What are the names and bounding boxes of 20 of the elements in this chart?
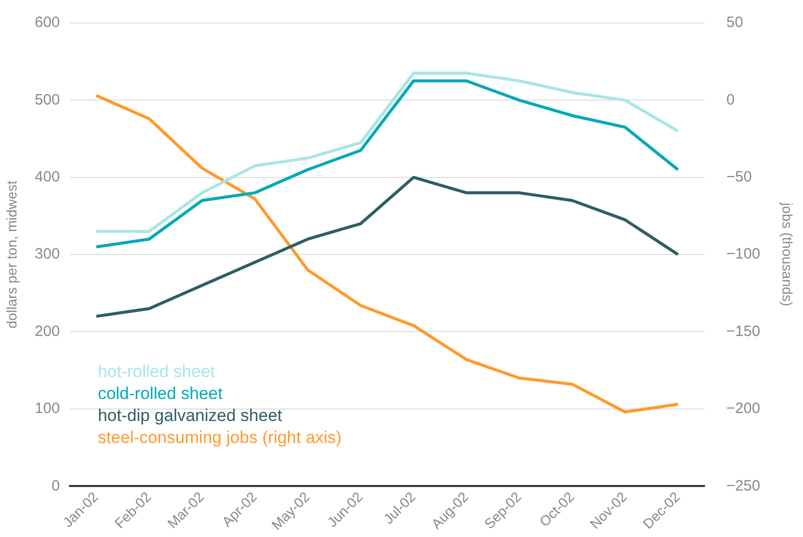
text: hot-dip galvanized sheet [98, 406, 282, 425]
y-tick-label: 0 [51, 477, 60, 494]
y-axis-title: dollars per ton, midwest [3, 180, 20, 328]
y-tick-label: 400 [34, 168, 60, 186]
y-tick-label: 300 [34, 246, 60, 263]
y-tick-label: 500 [34, 91, 60, 108]
y-tick-label: 200 [34, 322, 60, 340]
y2-tick-label: −250 [726, 477, 760, 494]
y-tick-label: 600 [34, 14, 60, 32]
text: steel-consuming jobs (right axis) [98, 428, 342, 447]
text: cold-rolled sheet [98, 384, 223, 403]
text: hot-rolled sheet [98, 362, 216, 381]
y2-tick-label: −150 [726, 322, 760, 340]
y2-tick-label: −100 [726, 246, 760, 263]
y2-axis-title: jobs (thousands) [780, 202, 796, 306]
y2-tick-label: −200 [726, 400, 760, 418]
y2-tick-label: 0 [726, 91, 735, 108]
y2-tick-label: 50 [726, 14, 744, 32]
y2-tick-label: −50 [726, 168, 752, 186]
y-tick-label: 100 [34, 400, 60, 418]
